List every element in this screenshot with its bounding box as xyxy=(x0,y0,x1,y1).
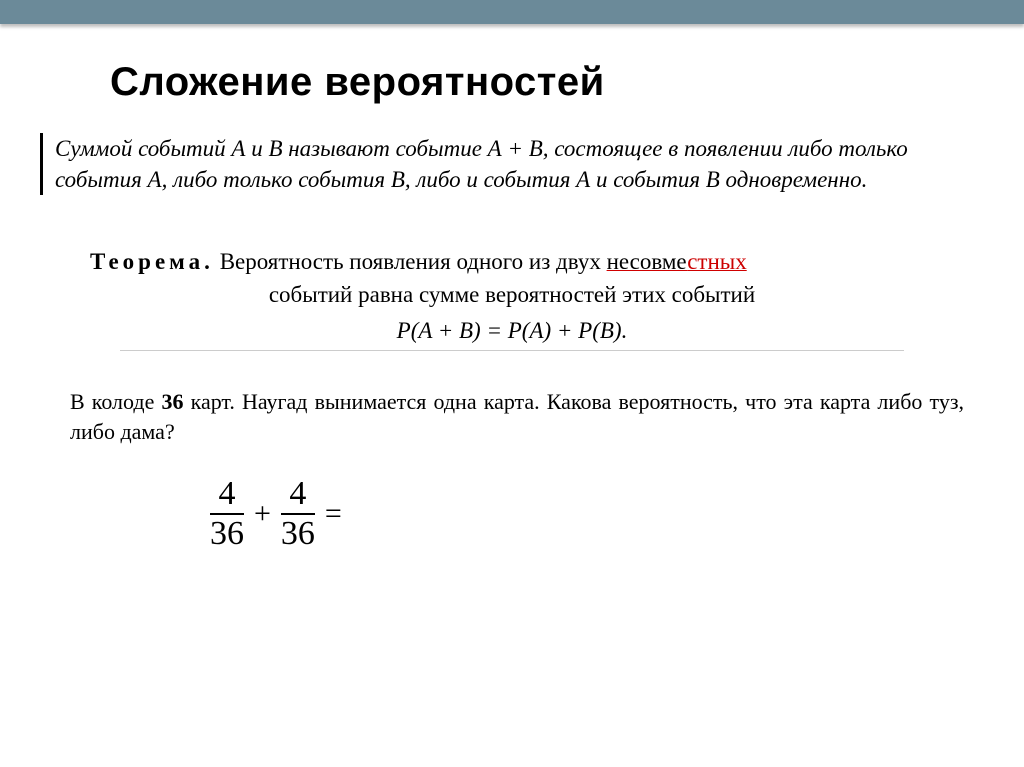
slide-content: Сложение вероятностей Суммой событий А и… xyxy=(0,60,1024,551)
theorem-under-a: несовме xyxy=(607,249,688,274)
theorem-under-red: стных xyxy=(687,249,747,274)
plus-operator: + xyxy=(254,497,271,531)
problem-text: В колоде 36 карт. Наугад вынимается одна… xyxy=(40,387,984,446)
theorem-line2: событий равна сумме вероятностей этих со… xyxy=(40,282,984,308)
slide-top-bar xyxy=(0,0,1024,24)
fraction-2-num: 4 xyxy=(289,477,306,513)
theorem-text-a: Вероятность появления одного из двух xyxy=(220,249,607,274)
theorem-formula: P(A + B) = P(A) + P(B). xyxy=(120,318,904,351)
problem-p1: В колоде xyxy=(70,389,161,414)
fraction-2-den: 36 xyxy=(281,515,315,551)
theorem-line1: Теорема. Вероятность появления одного из… xyxy=(90,245,984,278)
definition-block: Суммой событий А и В называют событие А … xyxy=(40,133,984,195)
problem-bold: 36 xyxy=(161,389,183,414)
theorem-label: Теорема. xyxy=(90,249,214,274)
equals-operator: = xyxy=(325,497,342,531)
slide-title: Сложение вероятностей xyxy=(110,60,984,105)
fraction-expression: 4 36 + 4 36 = xyxy=(210,477,984,551)
fraction-2: 4 36 xyxy=(281,477,315,551)
fraction-1-den: 36 xyxy=(210,515,244,551)
theorem-underlined: несовместных xyxy=(607,249,747,274)
problem-p3: карт. Наугад вынимается одна карта. Како… xyxy=(70,389,964,444)
fraction-1: 4 36 xyxy=(210,477,244,551)
fraction-1-num: 4 xyxy=(219,477,236,513)
